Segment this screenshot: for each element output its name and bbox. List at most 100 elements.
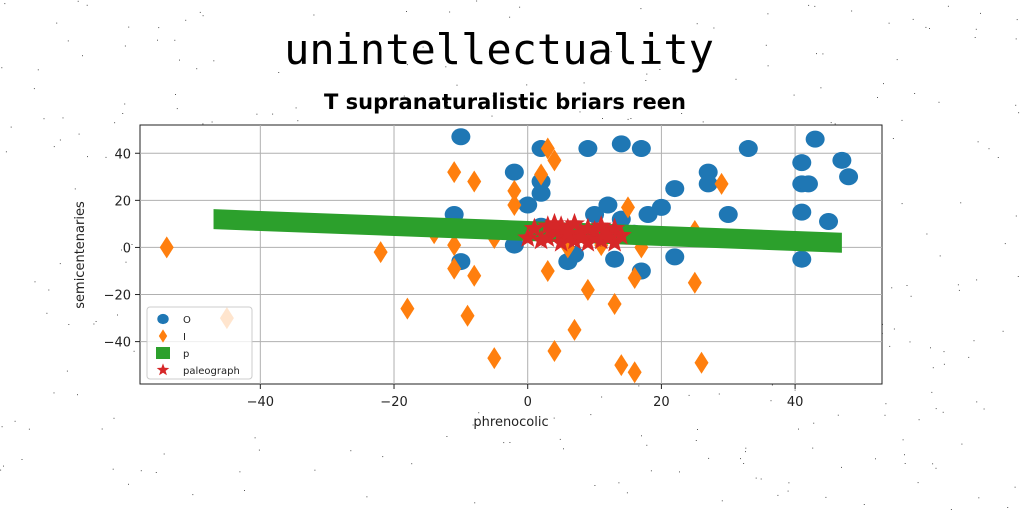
speckle-dot bbox=[211, 121, 213, 123]
speckle-dot bbox=[121, 249, 122, 251]
speckle-dot bbox=[278, 72, 280, 73]
speckle-dot bbox=[904, 454, 905, 456]
y-axis-ticks: −40 −20 0 20 40 bbox=[104, 147, 140, 351]
speckle-dot bbox=[5, 151, 7, 153]
speckle-dot bbox=[519, 62, 521, 64]
legend-swatch bbox=[157, 313, 169, 325]
speckle-dot bbox=[976, 401, 978, 403]
star-point bbox=[577, 231, 599, 252]
speckle-dot bbox=[973, 340, 975, 342]
speckle-dot bbox=[449, 11, 451, 13]
speckle-dot bbox=[646, 444, 648, 446]
circle-point bbox=[504, 163, 524, 181]
speckle-dot bbox=[53, 392, 55, 394]
speckle-dot bbox=[21, 459, 23, 460]
speckle-dot bbox=[128, 483, 129, 485]
speckle-dot bbox=[79, 207, 81, 209]
speckle-dot bbox=[1, 426, 3, 428]
circle-point bbox=[805, 130, 825, 148]
diamond-point bbox=[447, 161, 462, 184]
speckle-dot bbox=[48, 289, 50, 291]
circle-point bbox=[798, 175, 818, 193]
diamond-point bbox=[607, 292, 622, 315]
speckle-dot bbox=[681, 113, 683, 114]
speckle-dot bbox=[117, 314, 118, 316]
speckle-dot bbox=[124, 103, 126, 105]
circle-point bbox=[598, 196, 618, 214]
speckle-dot bbox=[713, 27, 715, 29]
speckle-dot bbox=[610, 51, 612, 53]
diamond-point bbox=[547, 340, 562, 363]
speckle-dot bbox=[997, 157, 999, 158]
speckle-dot bbox=[124, 45, 126, 47]
speckle-dot bbox=[422, 46, 424, 48]
speckle-dot bbox=[888, 22, 890, 24]
speckle-dot bbox=[1015, 215, 1017, 217]
speckle-dot bbox=[509, 442, 511, 443]
speckle-dot bbox=[640, 8, 642, 10]
speckle-dot bbox=[771, 384, 773, 386]
star-point bbox=[557, 222, 579, 243]
chart-title: unintellectuality bbox=[284, 25, 714, 74]
speckle-dot bbox=[902, 439, 904, 441]
diamond-point bbox=[487, 347, 502, 370]
diamond-point bbox=[687, 271, 702, 294]
speckle-dot bbox=[976, 279, 978, 281]
speckle-dot bbox=[53, 146, 55, 148]
speckle-dot bbox=[875, 458, 876, 460]
speckle-dot bbox=[1015, 104, 1017, 106]
x-tick-label: 20 bbox=[653, 395, 670, 410]
speckle-dot bbox=[559, 438, 561, 440]
speckle-dot bbox=[699, 61, 701, 63]
speckle-dot bbox=[891, 287, 893, 289]
y-axis-label: semicentenaries bbox=[73, 201, 88, 309]
speckle-dot bbox=[935, 467, 937, 469]
star-point bbox=[604, 231, 626, 252]
speckle-dot bbox=[192, 494, 194, 496]
speckle-dot bbox=[932, 463, 934, 465]
speckle-dot bbox=[904, 463, 906, 464]
speckle-dot bbox=[239, 471, 241, 473]
speckle-dot bbox=[863, 504, 865, 505]
diamond-point bbox=[540, 259, 555, 282]
speckle-dot bbox=[272, 113, 274, 115]
circle-point bbox=[718, 205, 738, 223]
speckle-dot bbox=[365, 40, 367, 42]
speckle-dot bbox=[901, 203, 903, 205]
speckle-dot bbox=[820, 87, 822, 89]
speckle-dot bbox=[579, 111, 581, 113]
speckle-dot bbox=[767, 65, 769, 67]
star-point bbox=[610, 224, 632, 245]
star-point bbox=[550, 231, 572, 252]
speckle-dot bbox=[10, 126, 12, 128]
speckle-dot bbox=[74, 188, 76, 190]
plot-area: −40 −20 0 20 40 −40 −20 0 20 40 bbox=[104, 124, 883, 410]
speckle-dot bbox=[254, 437, 256, 439]
circle-point bbox=[651, 198, 671, 216]
speckle-dot bbox=[983, 408, 985, 410]
speckle-dot bbox=[258, 449, 260, 451]
speckle-dot bbox=[743, 463, 745, 464]
speckle-dot bbox=[244, 490, 245, 491]
speckle-dot bbox=[446, 436, 448, 437]
speckle-dot bbox=[1004, 243, 1006, 245]
chart-subtitle: T supranaturalistic briars reen bbox=[324, 90, 686, 114]
x-tick-label: −40 bbox=[247, 395, 274, 410]
speckle-dot bbox=[938, 101, 940, 103]
speckle-dot bbox=[456, 84, 458, 86]
speckle-dot bbox=[889, 345, 891, 347]
legend-label: paleograph bbox=[183, 366, 240, 377]
speckle-dot bbox=[910, 295, 912, 297]
series-o bbox=[444, 128, 859, 280]
speckle-dot bbox=[1017, 276, 1019, 277]
star-point bbox=[597, 227, 619, 247]
speckle-dot bbox=[478, 412, 480, 414]
speckle-dot bbox=[430, 98, 432, 100]
speckle-dot bbox=[62, 117, 64, 119]
speckle-dot bbox=[641, 435, 642, 437]
speckle-dot bbox=[474, 502, 476, 504]
speckle-dot bbox=[939, 255, 941, 257]
diamond-point bbox=[614, 354, 629, 377]
speckle-dot bbox=[893, 328, 895, 330]
x-axis-label: phrenocolic bbox=[473, 415, 548, 430]
